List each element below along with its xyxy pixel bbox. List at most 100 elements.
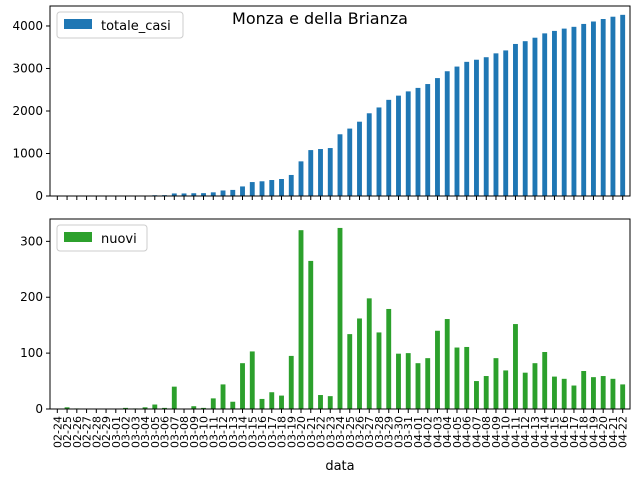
x-tick-label-02-24: 02-24 [51, 416, 64, 448]
bar-03-24 [337, 227, 343, 409]
bar-03-17 [269, 392, 275, 409]
x-tick-label-02-26: 02-26 [71, 416, 84, 448]
bar-04-22 [620, 14, 626, 197]
x-tick-label-04-20: 04-20 [597, 416, 610, 448]
x-tick-label-04-06: 04-06 [461, 416, 474, 448]
frame-top [49, 5, 631, 197]
bar-04-03 [435, 330, 440, 409]
bar-04-15 [552, 30, 557, 196]
bar-04-09 [493, 358, 499, 409]
bar-04-12 [522, 372, 528, 409]
bar-04-11 [513, 43, 518, 197]
bar-04-19 [591, 377, 596, 409]
bar-03-21 [308, 260, 314, 409]
x-tick-label-03-16: 03-16 [256, 416, 269, 448]
bar-04-01 [415, 87, 421, 196]
bar-04-18 [581, 371, 587, 409]
bar-03-26 [357, 121, 362, 196]
bar-03-09 [191, 406, 197, 409]
x-axis-bottom: 02-2402-2502-2602-2702-2802-2903-0103-02… [51, 409, 630, 448]
bar-04-05 [454, 66, 460, 196]
bar-03-18 [279, 395, 284, 409]
bar-03-27 [366, 113, 372, 196]
bar-04-10 [503, 370, 509, 409]
x-tick-label-03-06: 03-06 [159, 416, 172, 448]
bar-04-08 [483, 57, 489, 196]
bar-04-11 [513, 324, 518, 409]
panel-nuovi: 0 100 200 300 02-2402-2502-2602-2702-2802-2… [20, 218, 631, 448]
bar-04-21 [610, 378, 616, 409]
x-tick-label-04-05: 04-05 [451, 416, 464, 448]
x-tick-label-03-20: 03-20 [295, 416, 308, 448]
bar-04-17 [571, 385, 577, 409]
bar-03-12 [220, 190, 226, 196]
chart-title: Monza e della Brianza [232, 9, 408, 28]
x-tick-label-03-10: 03-10 [198, 416, 211, 448]
bars-nuovi [64, 227, 626, 409]
y-axis-top: 0 1000 2000 3000 4000 [12, 19, 50, 203]
x-tick-label-04-13: 04-13 [529, 416, 542, 448]
bar-03-13 [230, 401, 236, 409]
bar-03-30 [396, 95, 401, 196]
bar-04-12 [522, 41, 528, 196]
bar-03-22 [318, 395, 323, 409]
bar-04-05 [454, 347, 460, 409]
x-tick-label-04-19: 04-19 [587, 416, 600, 448]
bar-03-31 [405, 91, 411, 196]
legend-swatch-nuovi [64, 232, 92, 242]
x-tick-label-03-07: 03-07 [168, 416, 181, 448]
x-tick-label-03-11: 03-11 [207, 416, 220, 448]
x-tick-label-03-05: 03-05 [149, 416, 162, 448]
x-axis-label: data [325, 459, 354, 474]
x-tick-label-04-03: 04-03 [431, 416, 444, 448]
bar-03-30 [396, 353, 401, 409]
x-tick-label-03-24: 03-24 [334, 416, 347, 448]
bar-04-15 [552, 376, 557, 409]
x-tick-label-04-02: 04-02 [422, 416, 435, 448]
legend-swatch-totale-casi [64, 19, 92, 29]
x-tick-label-04-08: 04-08 [480, 416, 493, 448]
bar-03-07 [171, 193, 177, 196]
bar-03-19 [288, 355, 294, 409]
bar-04-01 [415, 363, 421, 409]
bar-02-25 [64, 407, 70, 409]
bar-03-23 [327, 148, 333, 196]
legend-bottom: nuovi [56, 224, 148, 252]
x-tick-label-03-01: 03-01 [110, 416, 123, 448]
x-tick-label-04-10: 04-10 [500, 416, 513, 448]
bar-04-16 [561, 378, 567, 409]
y-tick-label-2000: 2000 [12, 104, 43, 118]
bar-04-04 [444, 71, 450, 196]
x-tick-label-04-15: 04-15 [548, 416, 561, 448]
x-tick-label-04-17: 04-17 [568, 416, 581, 448]
y-tick-label-0: 0 [35, 189, 43, 203]
bar-03-16 [259, 398, 265, 409]
bars-totale-casi [64, 14, 626, 197]
bar-03-31 [405, 353, 411, 409]
bar-04-02 [425, 84, 431, 196]
bar-03-07 [171, 386, 177, 409]
bar-03-08 [181, 193, 187, 196]
bar-04-03 [435, 78, 440, 196]
x-tick-label-04-21: 04-21 [607, 416, 620, 448]
bar-03-10 [201, 193, 206, 196]
x-tick-label-03-02: 03-02 [120, 416, 133, 448]
x-tick-label-03-29: 03-29 [383, 416, 396, 448]
legend-label-nuovi: nuovi [101, 232, 137, 247]
bar-03-15 [249, 351, 255, 409]
y-tick-label-200: 200 [20, 290, 43, 304]
x-tick-label-04-18: 04-18 [578, 416, 591, 448]
x-tick-label-03-03: 03-03 [129, 416, 142, 448]
bar-03-26 [357, 318, 362, 409]
bar-03-22 [318, 149, 323, 196]
bar-03-17 [269, 180, 275, 196]
bar-03-29 [386, 99, 392, 196]
bar-03-25 [347, 128, 353, 196]
bar-04-10 [503, 50, 509, 196]
x-tick-label-03-14: 03-14 [237, 416, 250, 448]
x-tick-label-03-08: 03-08 [178, 416, 191, 448]
bar-04-20 [600, 376, 606, 409]
bar-04-02 [425, 358, 431, 409]
y-tick-label-3000: 3000 [12, 61, 43, 75]
bar-03-28 [376, 332, 382, 409]
